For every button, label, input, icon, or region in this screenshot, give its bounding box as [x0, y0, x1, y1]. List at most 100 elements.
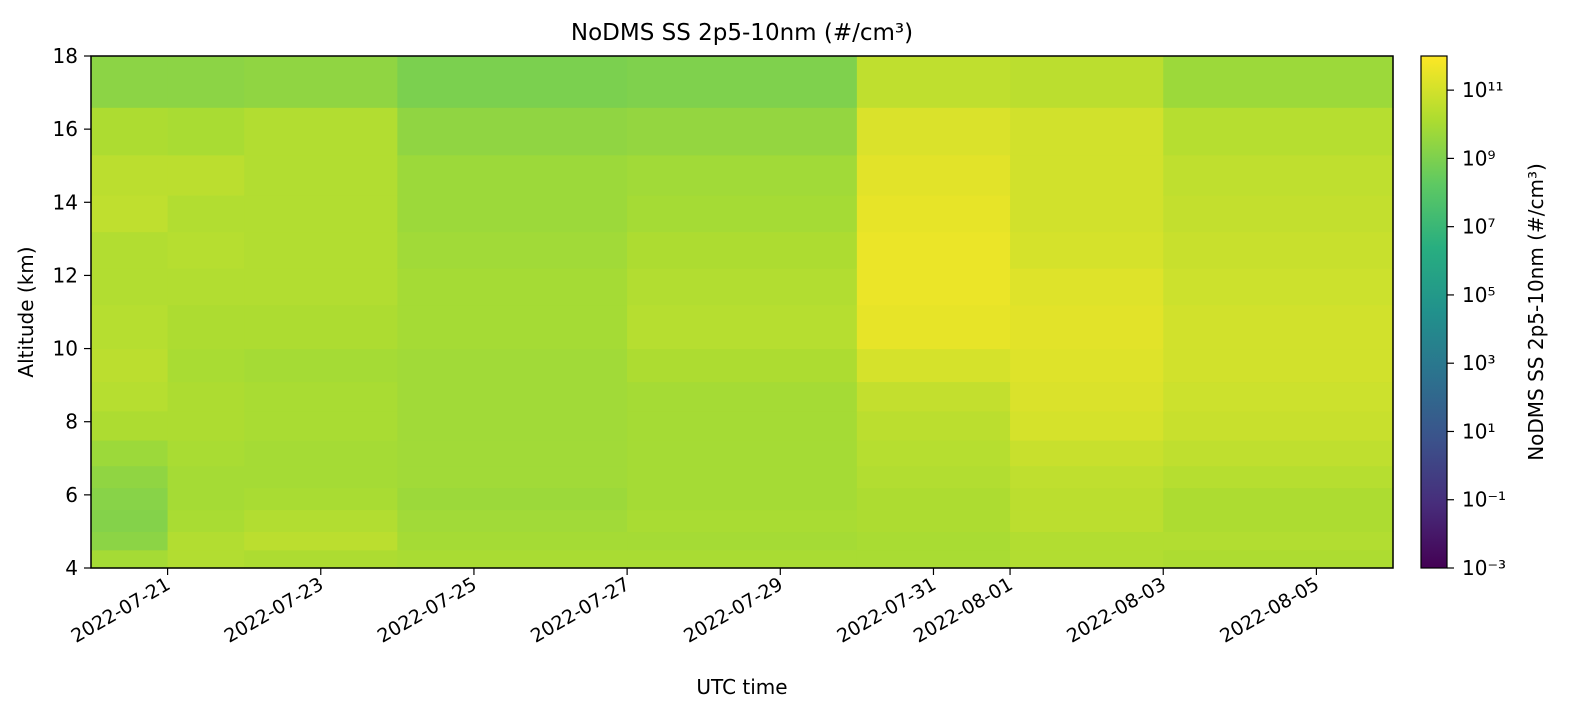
heatmap-cell	[397, 231, 628, 269]
heatmap-cell	[627, 107, 858, 156]
heatmap-cell	[627, 509, 858, 533]
heatmap-cell	[1163, 440, 1394, 467]
heatmap-cell	[856, 304, 1011, 350]
heatmap-cell	[91, 268, 169, 306]
heatmap-cell	[1010, 107, 1164, 156]
colorbar-tick-label: 10⁹	[1462, 146, 1495, 170]
heatmap-cell	[856, 509, 1011, 533]
heatmap-cell	[167, 531, 245, 551]
heatmap-cell	[1163, 381, 1394, 412]
chart-title: NoDMS SS 2p5-10nm (#/cm³)	[571, 20, 913, 46]
heatmap-cell	[91, 465, 169, 489]
heatmap-cell	[1010, 56, 1164, 108]
heatmap-cell	[856, 194, 1011, 233]
colorbar-tick-label: 10¹	[1462, 419, 1495, 443]
colorbar-tick-label: 10¹¹	[1462, 78, 1503, 102]
heatmap-cell	[397, 440, 628, 467]
colorbar-tick-label: 10³	[1462, 351, 1495, 375]
heatmap-cell	[627, 268, 858, 306]
colorbar-tick-label: 10⁵	[1462, 283, 1495, 307]
y-tick-label: 18	[53, 44, 78, 68]
heatmap-cell	[1010, 465, 1164, 489]
heatmap-cell	[91, 440, 169, 467]
heatmap-cell	[244, 154, 398, 196]
heatmap-cell	[1163, 410, 1394, 441]
heatmap-cell	[167, 440, 245, 467]
heatmap-cell	[244, 440, 398, 467]
heatmap-cell	[91, 304, 169, 350]
heatmap-cell	[91, 410, 169, 441]
heatmap-cell	[1010, 154, 1164, 196]
heatmap-cell	[397, 531, 628, 551]
heatmap-cell	[1163, 194, 1394, 233]
heatmap-cell	[856, 56, 1011, 108]
y-tick-label: 12	[53, 263, 78, 287]
heatmap-cell	[627, 231, 858, 269]
colorbar	[1420, 55, 1448, 569]
heatmap-cell	[167, 231, 245, 269]
y-tick-label: 4	[65, 556, 78, 580]
heatmap-cell	[244, 348, 398, 383]
heatmap-cell	[1010, 194, 1164, 233]
heatmap-cell	[397, 304, 628, 350]
heatmap-cell	[627, 549, 858, 569]
heatmap-cell	[1163, 549, 1394, 569]
heatmap-cell	[1163, 509, 1394, 533]
heatmap-cell	[627, 465, 858, 489]
heatmap-cell	[167, 304, 245, 350]
x-tick-label: 2022-07-21	[67, 573, 174, 647]
heatmap-cell	[91, 56, 169, 108]
heatmap-cell	[91, 231, 169, 269]
colorbar-tick-label: 10⁷	[1462, 215, 1495, 239]
heatmap-cell	[856, 154, 1011, 196]
heatmap-cell	[1163, 107, 1394, 156]
x-tick-label: 2022-07-25	[374, 573, 481, 647]
y-axis: 4 6 8 10 12 14 16 18	[53, 44, 91, 580]
heatmap-cell	[1163, 154, 1394, 196]
heatmap-cell	[397, 410, 628, 441]
x-axis-label: UTC time	[696, 675, 787, 699]
heatmap-cell	[1163, 268, 1394, 306]
heatmap-cell	[244, 194, 398, 233]
heatmap-cell	[167, 381, 245, 412]
heatmap-cell	[244, 107, 398, 156]
heatmap-cell	[244, 410, 398, 441]
heatmap-cell	[627, 440, 858, 467]
heatmap-cell	[1163, 231, 1394, 269]
heatmap-cell	[1163, 56, 1394, 108]
heatmap-cell	[1163, 348, 1394, 383]
heatmap-cell	[1010, 487, 1164, 511]
x-tick-label: 2022-07-27	[527, 573, 634, 647]
heatmap-cell	[856, 231, 1011, 269]
heatmap-cell	[627, 304, 858, 350]
y-tick-label: 10	[53, 337, 78, 361]
plot-frame	[90, 55, 1394, 569]
heatmap-cell	[1163, 465, 1394, 489]
heatmap-cell	[1163, 487, 1394, 511]
heatmap-cell	[397, 549, 628, 569]
heatmap-cell	[397, 107, 628, 156]
heatmap-cell	[397, 268, 628, 306]
heatmap-cell	[91, 487, 169, 511]
heatmap-cell	[244, 465, 398, 489]
heatmap-cell	[1010, 440, 1164, 467]
heatmap-cell	[91, 154, 169, 196]
heatmap-cell	[856, 381, 1011, 412]
heatmap-cell	[1010, 531, 1164, 551]
heatmap-cell	[856, 487, 1011, 511]
y-tick-label: 6	[65, 483, 78, 507]
heatmap-cell	[397, 465, 628, 489]
heatmap-cell	[397, 348, 628, 383]
heatmap-cell	[167, 154, 245, 196]
heatmap-cell	[244, 381, 398, 412]
heatmap-cell	[167, 487, 245, 511]
heatmap-cell	[627, 194, 858, 233]
heatmap-cell	[244, 487, 398, 511]
heatmap-cells	[91, 56, 1394, 569]
heatmap-cell	[167, 56, 245, 108]
heatmap-cell	[167, 194, 245, 233]
heatmap-cell	[856, 440, 1011, 467]
heatmap-cell	[91, 348, 169, 383]
heatmap-cell	[627, 410, 858, 441]
